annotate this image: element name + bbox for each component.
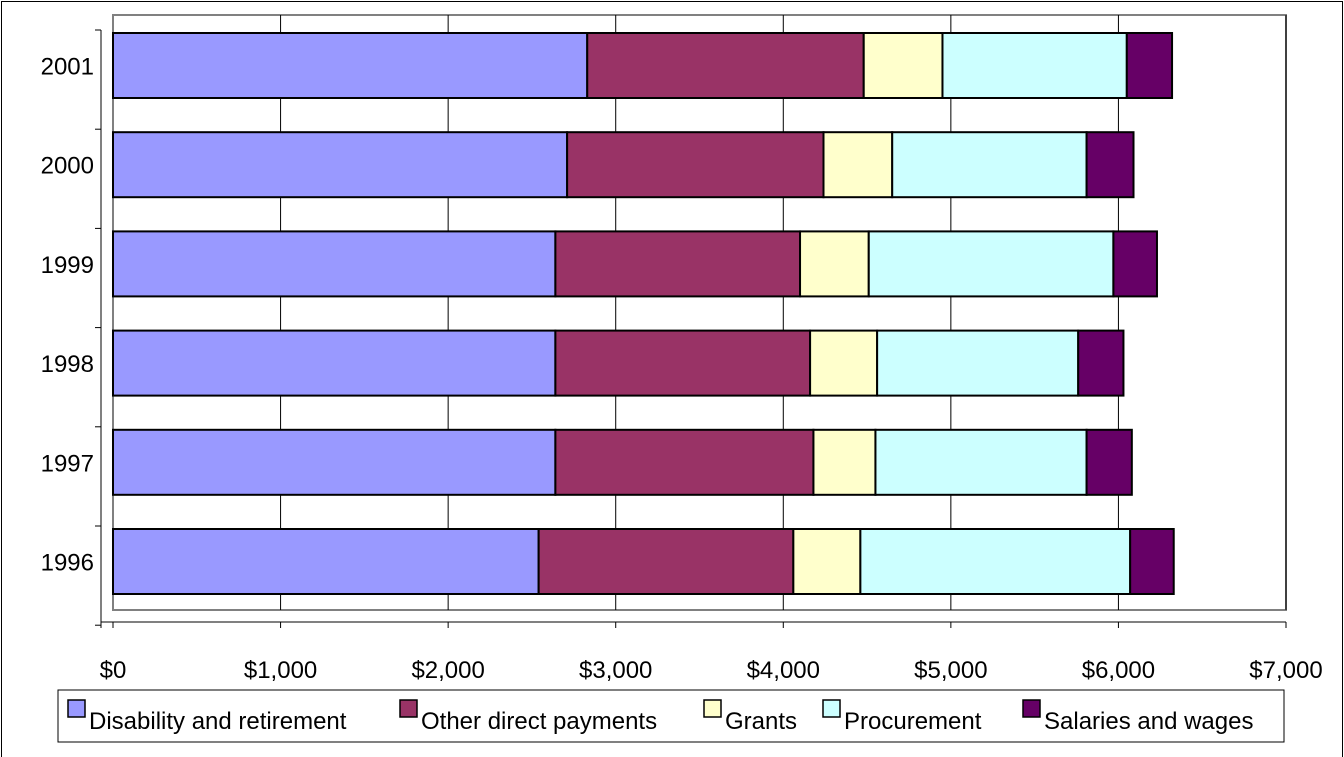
bar-segment-1999-3	[799, 230, 870, 298]
bar-segment-1999-5	[1112, 230, 1158, 298]
legend-swatch	[67, 699, 86, 718]
bar-segment-1997-2	[554, 428, 815, 496]
category-label: 1999	[41, 252, 94, 279]
bar-segment-2001-5	[1125, 32, 1174, 99]
legend-box	[57, 689, 1285, 743]
bar-segment-2000-2	[566, 131, 825, 199]
value-tick-label: $4,000	[747, 657, 820, 684]
bar-segment-1998-5	[1077, 329, 1125, 397]
bar-segment-2001-1	[112, 32, 589, 99]
bar-segment-1998-2	[554, 329, 812, 397]
category-label: 1996	[41, 550, 94, 577]
bar-segment-2001-3	[862, 32, 944, 99]
bar-segment-1997-3	[812, 428, 877, 496]
legend-swatch	[703, 699, 722, 718]
bar-segment-1999-4	[867, 230, 1115, 298]
bar-segment-2001-2	[586, 32, 865, 99]
bar-segment-1996-5	[1129, 528, 1175, 595]
legend-label: Other direct payments	[421, 708, 657, 735]
value-tick-label: $7,000	[1249, 657, 1322, 684]
legend-label: Salaries and wages	[1044, 708, 1253, 735]
bar-segment-2000-4	[891, 131, 1088, 199]
category-label: 1998	[41, 351, 94, 378]
bar-segment-1999-1	[112, 230, 557, 298]
value-tick-label: $0	[100, 657, 127, 684]
value-tick-label: $3,000	[579, 657, 652, 684]
legend-label: Procurement	[844, 708, 982, 735]
value-tick-label: $5,000	[914, 657, 987, 684]
bars	[112, 32, 1175, 595]
bar-segment-1998-3	[809, 329, 879, 397]
category-label: 2000	[41, 153, 94, 180]
category-label: 1997	[41, 450, 94, 477]
legend-label: Disability and retirement	[89, 708, 347, 735]
legend-swatch	[399, 699, 418, 718]
bar-segment-2000-5	[1085, 131, 1135, 199]
bar-segment-2000-3	[822, 131, 894, 199]
bar-segment-2001-4	[941, 32, 1128, 99]
bar-segment-2000-1	[112, 131, 569, 199]
plot-area-border	[112, 14, 1287, 611]
bar-segment-1996-1	[112, 528, 540, 595]
value-tick-label: $1,000	[244, 657, 317, 684]
bar-segment-1996-2	[537, 528, 795, 595]
legend-label: Grants	[725, 708, 797, 735]
bar-segment-1998-4	[876, 329, 1080, 397]
bar-segment-1996-4	[859, 528, 1132, 595]
bar-segment-1997-5	[1085, 428, 1133, 496]
legend: Disability and retirement Other direct pa…	[57, 689, 1285, 743]
value-tick-label: $6,000	[1082, 657, 1155, 684]
bar-segment-1997-1	[112, 428, 557, 496]
axes: 1996 1997 1998 1999 2000 2001 $0 $1,000 $2,000 $3…	[41, 29, 1323, 684]
bar-segment-1996-3	[792, 528, 862, 595]
legend-swatch	[1022, 699, 1041, 718]
category-label: 2001	[41, 54, 94, 81]
legend-swatch	[822, 699, 841, 718]
bar-segment-1998-1	[112, 329, 557, 397]
value-tick-label: $2,000	[411, 657, 484, 684]
bar-segment-1997-4	[874, 428, 1088, 496]
bar-segment-1999-2	[554, 230, 802, 298]
gridlines	[280, 15, 1287, 610]
